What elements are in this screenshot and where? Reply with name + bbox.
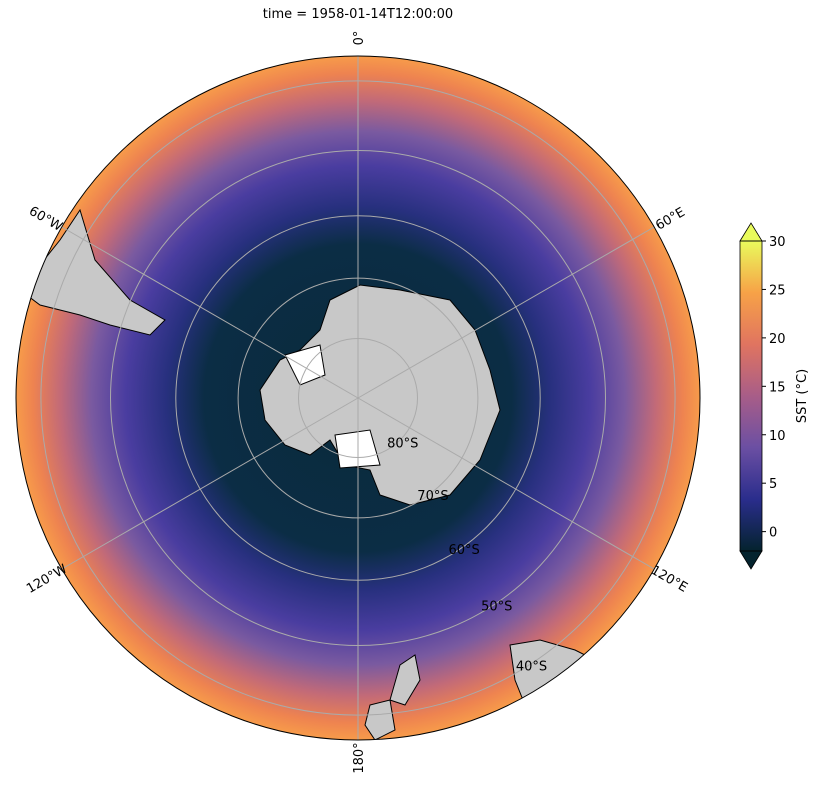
colorbar-tick-label: 10 <box>769 429 786 444</box>
colorbar-tick-label: 15 <box>769 380 786 395</box>
meridian-label: 60°E <box>653 205 688 234</box>
parallel-label: 40°S <box>516 660 547 675</box>
parallel-label: 70°S <box>417 489 448 504</box>
meridian-label: 60°W <box>26 204 65 235</box>
antarctica <box>259 284 501 506</box>
meridian-label: 120°W <box>24 562 70 597</box>
ice-shelf <box>284 344 326 386</box>
map-title: time = 1958-01-14T12:00:00 <box>263 7 453 22</box>
map-boundary <box>15 55 701 741</box>
new-zealand <box>364 654 421 740</box>
colorbar-tick-label: 5 <box>769 477 777 492</box>
parallel-label: 60°S <box>448 543 479 558</box>
meridian-label: 180° <box>352 742 367 773</box>
colorbar-label: SST (°C) <box>795 369 810 423</box>
parallel-label: 80°S <box>387 437 418 452</box>
colorbar-tick-label: 0 <box>769 526 777 541</box>
colorbar-tick-label: 25 <box>769 283 786 298</box>
colorbar-outline <box>739 240 763 552</box>
meridian-line <box>61 226 359 399</box>
colorbar-tick-label: 20 <box>769 332 786 347</box>
colorbar-extend-max <box>739 222 763 242</box>
meridian-line <box>357 226 655 399</box>
meridian-line <box>61 397 359 570</box>
parallel-label: 50°S <box>481 599 512 614</box>
colorbar <box>740 241 762 551</box>
colorbar-extend-min <box>739 550 763 570</box>
meridian-label: 0° <box>352 31 367 46</box>
meridian-line <box>357 397 655 570</box>
colorbar-tick-label: 30 <box>769 235 786 250</box>
